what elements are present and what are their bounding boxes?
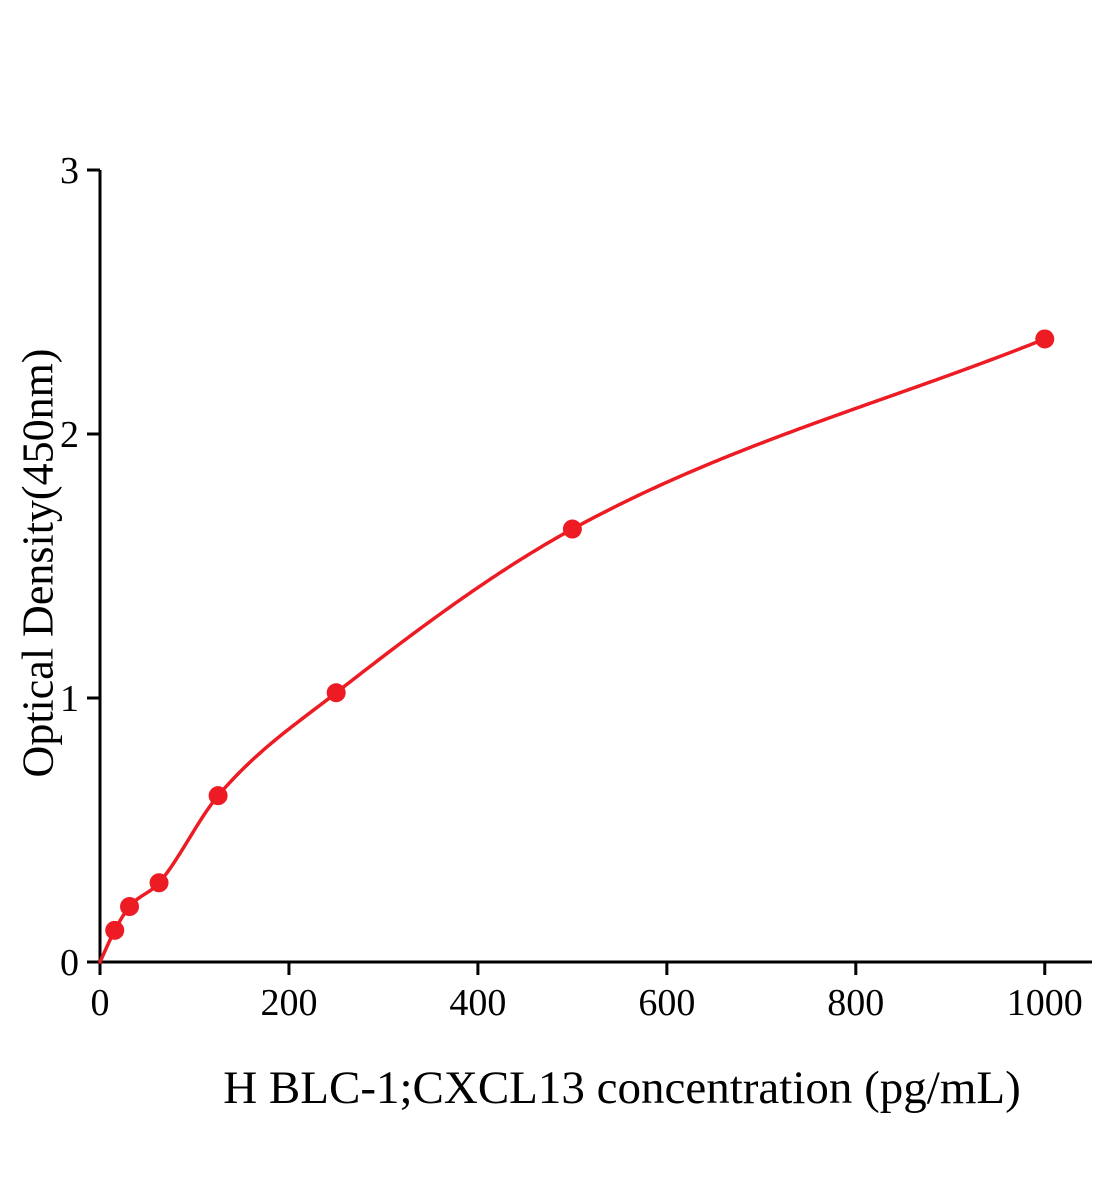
data-point — [1035, 329, 1055, 349]
y-tick-label: 2 — [60, 414, 79, 456]
standard-curve-line — [98, 337, 1047, 964]
y-tick-label: 0 — [60, 942, 79, 984]
data-point — [105, 920, 125, 940]
x-axis-title: H BLC-1;CXCL13 concentration (pg/mL) — [223, 1062, 1021, 1114]
y-tick-label: 1 — [60, 678, 79, 720]
y-axis-title: Optical Density(450nm) — [13, 348, 63, 778]
y-tick-label: 3 — [60, 150, 79, 192]
data-point — [208, 786, 228, 806]
x-tick-label: 800 — [827, 982, 884, 1024]
x-tick-label: 400 — [449, 982, 506, 1024]
data-point — [149, 873, 169, 893]
data-point — [562, 519, 582, 539]
x-tick-label: 200 — [260, 982, 317, 1024]
data-point — [120, 897, 140, 917]
x-tick-label: 600 — [638, 982, 695, 1024]
data-point — [326, 683, 346, 703]
x-tick-label: 1000 — [1007, 982, 1083, 1024]
x-tick-label: 0 — [91, 982, 110, 1024]
